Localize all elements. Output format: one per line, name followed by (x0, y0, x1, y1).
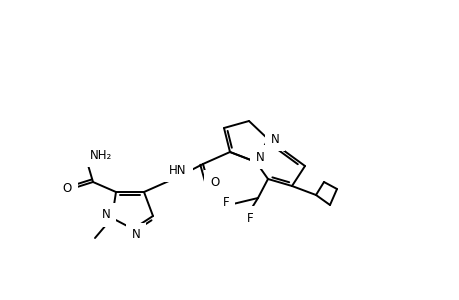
Text: NH₂: NH₂ (90, 148, 112, 161)
Text: N: N (270, 133, 279, 146)
Text: O: O (210, 176, 219, 188)
Text: N: N (131, 229, 140, 242)
Text: HN: HN (169, 164, 186, 176)
Text: N: N (101, 208, 110, 221)
Text: N: N (255, 151, 264, 164)
Text: F: F (222, 196, 229, 208)
Text: O: O (62, 182, 72, 194)
Text: F: F (246, 212, 253, 224)
